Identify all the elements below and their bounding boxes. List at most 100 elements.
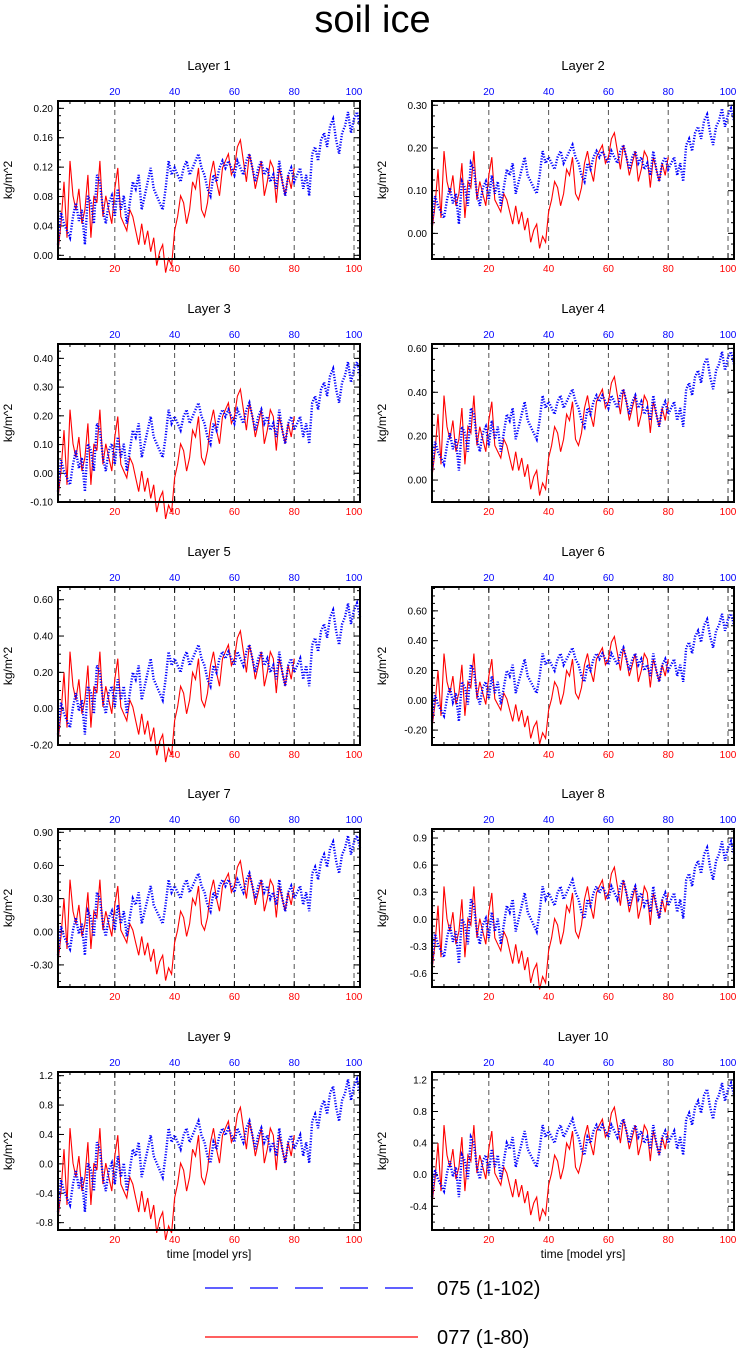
panel-9-ytick-label: 1.2 <box>39 1071 53 1082</box>
panel-5-xtick-bottom-label: 20 <box>109 750 121 761</box>
panel-4-title: Layer 4 <box>561 301 604 316</box>
panel-7-xtick-top-label: 20 <box>109 815 121 826</box>
panel-6-xtick-bottom-label: 100 <box>720 750 737 761</box>
panel-5-ytick-label: 0.00 <box>34 704 54 715</box>
panel-1-series-077-line <box>57 137 295 273</box>
panel-7-xtick-bottom-label: 20 <box>109 992 121 1003</box>
panel-3-ytick-label: 0.40 <box>34 354 54 365</box>
panel-1-ytick-label: 0.16 <box>34 133 54 144</box>
panel-4-xtick-top-label: 80 <box>663 330 675 341</box>
panel-5-xtick-top-label: 40 <box>169 573 181 584</box>
panel-2-ytick-label: 0.20 <box>408 143 428 154</box>
panel-5-xtick-bottom-label: 80 <box>289 750 301 761</box>
panel-3-xtick-bottom-label: 80 <box>289 507 301 518</box>
panel-1-xtick-top-label: 100 <box>346 87 363 98</box>
panel-8-ytick-label: 0.0 <box>413 915 427 926</box>
panel-1-xtick-top-label: 40 <box>169 87 181 98</box>
panel-3-frame <box>57 343 361 503</box>
panel-7-title: Layer 7 <box>187 786 230 801</box>
panel-1-xtick-bottom-label: 20 <box>109 264 121 275</box>
panel-6-ytick-label: 0.20 <box>408 666 428 677</box>
panel-3-xtick-top-label: 80 <box>289 330 301 341</box>
panel-4-xtick-top-label: 100 <box>720 330 737 341</box>
panel-4-frame <box>431 343 735 503</box>
panel-4-ylabel: kg/m^2 <box>375 404 389 443</box>
panel-10-ytick-label: 0.0 <box>413 1170 427 1181</box>
panel-6-ytick-label: 0.60 <box>408 606 428 617</box>
panel-3-xtick-bottom-label: 20 <box>109 507 121 518</box>
panel-7-xtick-bottom-label: 80 <box>289 992 301 1003</box>
panel-3-ytick-label: -0.10 <box>30 498 53 509</box>
panel-4-ytick-label: 0.40 <box>408 388 428 399</box>
panel-6-xtick-bottom-label: 60 <box>603 750 615 761</box>
panel-7-series-077-line <box>57 858 295 981</box>
panel-10-ytick-label: 1.2 <box>413 1075 427 1086</box>
panel-7-ytick-label: -0.30 <box>30 960 53 971</box>
panel-6-ytick-label: -0.20 <box>404 726 427 737</box>
panel-5-ytick-label: -0.20 <box>30 741 53 752</box>
panel-7-ylabel: kg/m^2 <box>1 889 15 928</box>
panel-4-ytick-label: 0.60 <box>408 344 428 355</box>
panel-10-ytick-label: 0.4 <box>413 1139 427 1150</box>
panel-2-xtick-bottom-label: 100 <box>720 264 737 275</box>
panel-3-xtick-bottom-label: 40 <box>169 507 181 518</box>
panel-4-xtick-top-label: 40 <box>543 330 555 341</box>
panel-6-frame <box>431 586 735 746</box>
panel-8-xtick-top-label: 20 <box>483 815 495 826</box>
panel-2-title: Layer 2 <box>561 58 604 73</box>
panel-2-ytick-label: 0.00 <box>408 229 428 240</box>
panel-6-series-077-line <box>431 634 669 745</box>
panel-5-frame <box>57 586 361 746</box>
panel-7-xtick-bottom-label: 60 <box>229 992 241 1003</box>
panel-4-xtick-bottom-label: 40 <box>543 507 555 518</box>
panel-10-ytick-label: 0.8 <box>413 1107 427 1118</box>
panel-5-series-077-line <box>57 628 295 763</box>
panel-6-xtick-top-label: 40 <box>543 573 555 584</box>
panel-8-title: Layer 8 <box>561 786 604 801</box>
panel-9-frame <box>57 1071 361 1231</box>
panel-10-frame <box>431 1071 735 1231</box>
panel-9-xtick-bottom-label: 80 <box>289 1235 301 1246</box>
legend-075-label: 075 (1-102) <box>437 1278 540 1300</box>
panel-3-ytick-label: 0.20 <box>34 411 54 422</box>
panel-4-ytick-label: 0.20 <box>408 432 428 443</box>
panel-9-series-075-line <box>56 1075 362 1213</box>
panel-10-xtick-bottom-label: 80 <box>663 1235 675 1246</box>
panel-3-title: Layer 3 <box>187 301 230 316</box>
panel-9-ytick-label: -0.8 <box>36 1218 54 1229</box>
panel-5-xtick-bottom-label: 100 <box>346 750 363 761</box>
panel-3-xtick-bottom-label: 100 <box>346 507 363 518</box>
panel-9-xtick-top-label: 100 <box>346 1058 363 1069</box>
panel-2-xtick-bottom-label: 80 <box>663 264 675 275</box>
panel-6-xtick-top-label: 100 <box>720 573 737 584</box>
panel-4-series-075-line <box>430 348 736 471</box>
panel-9-xtick-bottom-label: 60 <box>229 1235 241 1246</box>
panel-6-title: Layer 6 <box>561 544 604 559</box>
panel-2-series-077-line <box>431 131 669 249</box>
panel-9-ylabel: kg/m^2 <box>1 1132 15 1171</box>
panel-7-ytick-label: 0.90 <box>34 828 54 839</box>
panel-6-xtick-bottom-label: 80 <box>663 750 675 761</box>
panel-4-xtick-bottom-label: 60 <box>603 507 615 518</box>
panel-3-xtick-top-label: 40 <box>169 330 181 341</box>
panel-8-ytick-label: 0.6 <box>413 861 427 872</box>
panel-8-xtick-bottom-label: 40 <box>543 992 555 1003</box>
panel-2-frame <box>431 100 735 260</box>
panel-9-ytick-label: 0.0 <box>39 1159 53 1170</box>
panel-5-xtick-top-label: 20 <box>109 573 121 584</box>
panel-5-xtick-top-label: 100 <box>346 573 363 584</box>
panel-3-ytick-label: 0.30 <box>34 383 54 394</box>
panel-8-series-077-line <box>431 865 669 990</box>
panel-3-xtick-top-label: 20 <box>109 330 121 341</box>
panel-10-ytick-label: -0.4 <box>410 1202 428 1213</box>
panel-8-xtick-bottom-label: 60 <box>603 992 615 1003</box>
panel-5-xtick-top-label: 80 <box>289 573 301 584</box>
panel-10-xtick-top-label: 40 <box>543 1058 555 1069</box>
panel-3-series-077-line <box>57 387 295 520</box>
panel-6-ytick-label: 0.40 <box>408 636 428 647</box>
panel-6-xtick-bottom-label: 40 <box>543 750 555 761</box>
panel-9-title: Layer 9 <box>187 1029 230 1044</box>
panel-5-series-075-line <box>56 599 362 735</box>
panel-2-xtick-bottom-label: 40 <box>543 264 555 275</box>
panel-8-xtick-bottom-label: 80 <box>663 992 675 1003</box>
